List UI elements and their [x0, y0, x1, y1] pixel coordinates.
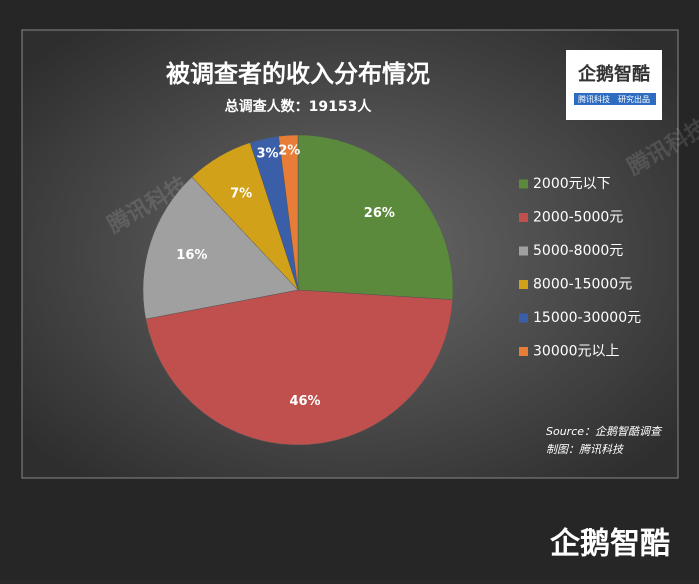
- legend-label: 15000-30000元: [533, 310, 641, 326]
- legend-swatch: [519, 180, 528, 189]
- data-label: 16%: [176, 248, 207, 263]
- legend-label: 30000元以上: [533, 344, 620, 360]
- logo-tagline: 研究出品: [618, 94, 650, 104]
- legend-swatch: [519, 213, 528, 222]
- data-label: 7%: [230, 186, 252, 201]
- legend-swatch: [519, 247, 528, 256]
- logo-name: 企鹅智酷: [577, 63, 650, 85]
- logo: 企鹅智酷 腾讯科技 研究出品: [566, 50, 662, 120]
- data-label: 26%: [364, 206, 395, 221]
- data-label: 3%: [257, 146, 279, 161]
- footer-logo: 企鹅智酷: [550, 527, 670, 562]
- credit: 制图：腾讯科技: [546, 443, 625, 456]
- pie: 26% 46% 16% 7% 3%2%: [143, 135, 453, 445]
- chart-subtitle: 总调查人数：19153人: [225, 98, 373, 115]
- legend-swatch: [519, 314, 528, 323]
- legend-label: 2000-5000元: [533, 210, 623, 226]
- legend-label: 5000-8000元: [533, 243, 623, 259]
- data-label: 46%: [289, 394, 320, 409]
- legend-swatch: [519, 280, 528, 289]
- legend-label: 2000元以下: [533, 176, 611, 192]
- source: Source：企鹅智酷调查: [546, 425, 663, 438]
- legend-swatch: [519, 347, 528, 356]
- legend-label: 8000-15000元: [533, 277, 632, 293]
- chart-title: 被调查者的收入分布情况: [166, 60, 430, 88]
- logo-tagline: 腾讯科技: [578, 94, 610, 104]
- logo-box: [566, 50, 662, 120]
- data-label: 2%: [278, 143, 300, 158]
